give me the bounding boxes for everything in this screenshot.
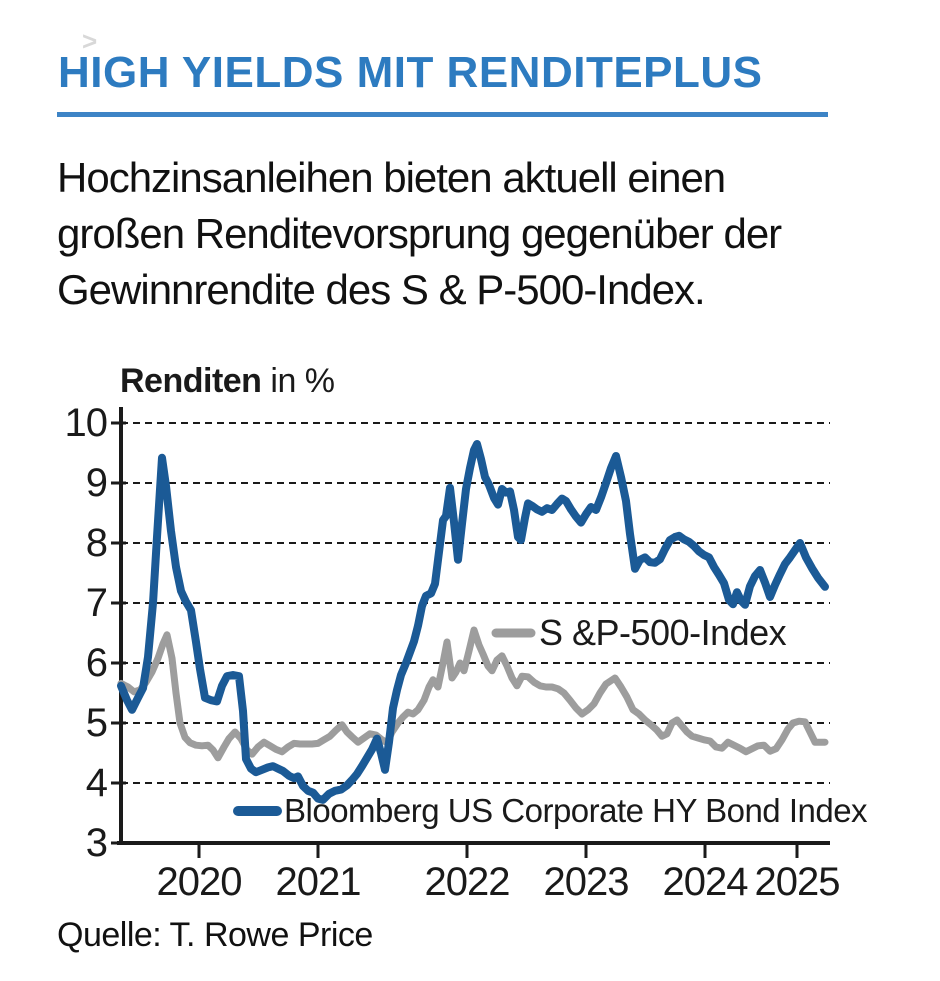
y-axis-title-bold: Renditen: [120, 362, 262, 400]
y-tick-label-10: 10: [64, 401, 109, 445]
source-credit: Quelle: T. Rowe Price: [57, 916, 373, 954]
x-tick-label-2024: 2024: [662, 860, 749, 904]
y-tick-label-5: 5: [85, 701, 108, 745]
x-tick-label-2023: 2023: [543, 860, 630, 904]
title-underline: [57, 112, 828, 117]
x-tick-label-2020: 2020: [156, 860, 243, 904]
subtitle: Hochzinsanleihen bieten aktuell einen gro…: [57, 150, 782, 318]
y-tick-label-8: 8: [85, 521, 108, 565]
x-tick-label-2025: 2025: [754, 860, 841, 904]
legend-label-hy-bond-index: Bloomberg US Corporate HY Bond Index: [284, 792, 868, 829]
legend-label-sp500-index: S &P-500-Index: [539, 612, 787, 653]
page-title: HIGH YIELDS MIT RENDITEPLUS: [58, 48, 763, 97]
y-tick-label-6: 6: [85, 641, 108, 685]
x-tick-label-2022: 2022: [424, 860, 511, 904]
subtitle-line-3: Gewinnrendite des S & P-500-Index.: [57, 266, 706, 313]
y-axis-title: Renditen in %: [120, 362, 335, 401]
chevron-icon: >: [82, 26, 98, 56]
y-tick-label-4: 4: [85, 761, 108, 805]
y-axis-title-unit: in %: [261, 362, 335, 400]
y-tick-label-3: 3: [85, 821, 108, 865]
subtitle-line-1: Hochzinsanleihen bieten aktuell einen: [57, 154, 726, 201]
x-tick-label-2021: 2021: [275, 860, 362, 904]
y-tick-label-9: 9: [85, 461, 108, 505]
subtitle-line-2: großen Renditevorsprung gegenüber der: [57, 210, 782, 257]
y-tick-label-7: 7: [85, 581, 108, 625]
